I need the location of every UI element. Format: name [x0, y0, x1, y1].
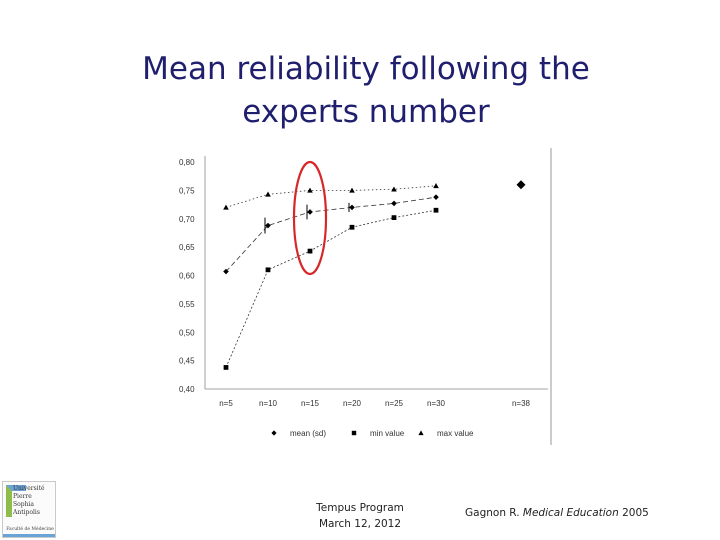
series-line-square	[225, 209, 437, 368]
data-point-square	[349, 224, 355, 230]
data-point-diamond	[307, 209, 313, 215]
citation-year: 2005	[618, 507, 649, 519]
legend-marker-diamond	[271, 430, 277, 436]
data-point-triangle	[307, 187, 313, 193]
data-point-triangle	[349, 187, 355, 193]
logo-line: Université	[13, 485, 45, 492]
series-line-diamond	[225, 196, 437, 272]
data-point-square	[265, 267, 271, 273]
data-point-diamond	[265, 222, 271, 229]
citation-author: Gagnon R.	[465, 507, 523, 519]
data-point-diamond	[516, 180, 526, 190]
data-point-square	[391, 215, 397, 220]
y-tick-label: 0,65	[179, 243, 195, 252]
slide-title: Mean reliability following the experts n…	[0, 48, 720, 134]
legend-label: max value	[437, 429, 474, 438]
data-point-diamond	[349, 204, 355, 211]
data-point-triangle	[433, 183, 439, 189]
footer-citation: Gagnon R. Medical Education 2005	[465, 507, 649, 519]
legend-marker-triangle	[418, 430, 424, 436]
y-tick-label: 0,75	[179, 186, 195, 195]
logo-line: Pierre	[13, 493, 32, 500]
y-tick-label: 0,40	[179, 385, 195, 394]
logo-band	[3, 534, 55, 537]
legend-label: mean (sd)	[290, 429, 326, 438]
footer-program-name: Tempus Program	[316, 502, 404, 514]
data-point-diamond	[391, 200, 397, 207]
legend-label: min value	[370, 429, 405, 438]
y-tick-label: 0,80	[179, 158, 195, 167]
logo-faculty: Faculté de Médecine	[6, 527, 54, 532]
title-line: experts number	[242, 94, 490, 130]
x-tick-label: n=15	[301, 399, 320, 408]
y-tick-label: 0,55	[179, 300, 195, 309]
x-tick-label: n=10	[259, 399, 278, 408]
x-tick-label: n=30	[427, 399, 446, 408]
footer-date: March 12, 2012	[318, 518, 402, 530]
y-tick-label: 0,45	[179, 357, 195, 366]
citation-journal: Medical Education	[522, 507, 619, 519]
logo-line: Sophia Antipolis	[13, 501, 40, 516]
data-point-diamond	[433, 194, 439, 200]
x-tick-label: n=5	[219, 399, 233, 408]
data-point-square	[223, 365, 229, 370]
university-logo: Université Pierre Sophia Antipolis Facul…	[2, 481, 56, 538]
title-line: Mean reliability following the	[142, 51, 590, 87]
data-point-triangle	[265, 191, 271, 197]
data-point-square	[433, 207, 439, 213]
footer-program: Tempus Program March 12, 2012	[300, 500, 420, 532]
logo-mark	[6, 485, 26, 517]
data-point-square	[307, 248, 313, 254]
y-tick-label: 0,50	[179, 328, 195, 337]
y-tick-label: 0,70	[179, 215, 195, 224]
legend-marker-square	[351, 430, 357, 436]
data-point-triangle	[391, 186, 397, 192]
highlight-ellipse	[292, 160, 328, 276]
data-point-triangle	[223, 204, 229, 210]
logo-wordmark: Université Pierre Sophia Antipolis	[13, 485, 55, 517]
x-tick-label: n=25	[385, 399, 404, 408]
y-tick-label: 0,60	[179, 272, 195, 281]
series-line-triangle	[225, 185, 437, 208]
x-tick-label: n=38	[512, 399, 531, 408]
x-tick-label: n=20	[343, 399, 362, 408]
data-point-diamond	[223, 268, 229, 275]
